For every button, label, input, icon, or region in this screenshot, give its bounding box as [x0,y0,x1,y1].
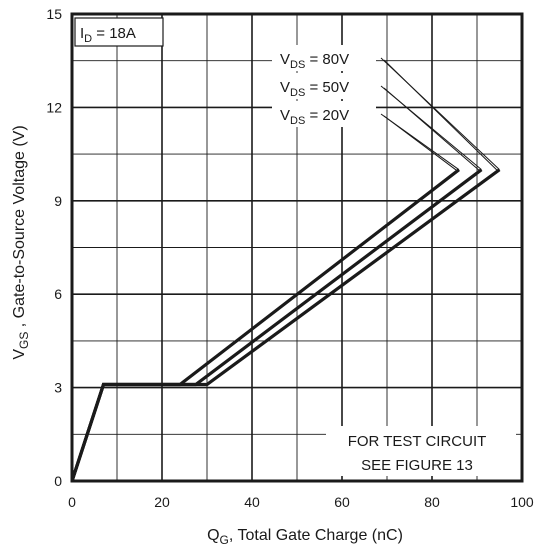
y-tick-label: 6 [54,286,62,302]
y-tick-labels: 0 3 6 9 12 15 [46,6,62,489]
y-axis-label: VGS , Gate-to-Source Voltage (V) [11,125,31,359]
y-tick-label: 9 [54,193,62,209]
x-tick-label: 60 [334,494,350,510]
note-box [326,426,516,476]
legend-label-bg [272,73,376,99]
x-axis-label: QG, Total Gate Charge (nC) [207,527,403,547]
legend-label-bg [272,101,376,127]
legend-label-0: VDS = 80V [280,51,349,71]
legend-label-1: VDS = 50V [280,79,349,99]
condition-box [74,17,164,47]
x-tick-labels: 0 20 40 60 80 100 [68,494,534,510]
y-tick-label: 12 [46,99,62,115]
x-tick-label: 0 [68,494,76,510]
legend: VDS = 80V VDS = 50V VDS = 20V [272,45,376,127]
x-tick-label: 100 [510,494,534,510]
x-tick-label: 20 [154,494,170,510]
legend-leader-lines [380,57,500,172]
condition-label: ID = 18A [80,25,136,45]
series-lines [70,168,501,482]
y-tick-label: 0 [54,473,62,489]
y-tick-label: 3 [54,380,62,396]
leader-line [383,87,480,172]
plot-frame [70,12,524,483]
y-tick-label: 15 [46,6,62,22]
x-tick-label: 40 [244,494,260,510]
leader-line [383,115,458,172]
x-tick-label: 80 [424,494,440,510]
series-line-2 [70,168,460,482]
legend-label-2: VDS = 20V [280,107,349,127]
leader-line [383,59,498,172]
note-line-1: FOR TEST CIRCUIT [348,433,487,450]
legend-label-bg [272,45,376,71]
note-line-2: SEE FIGURE 13 [361,457,473,474]
